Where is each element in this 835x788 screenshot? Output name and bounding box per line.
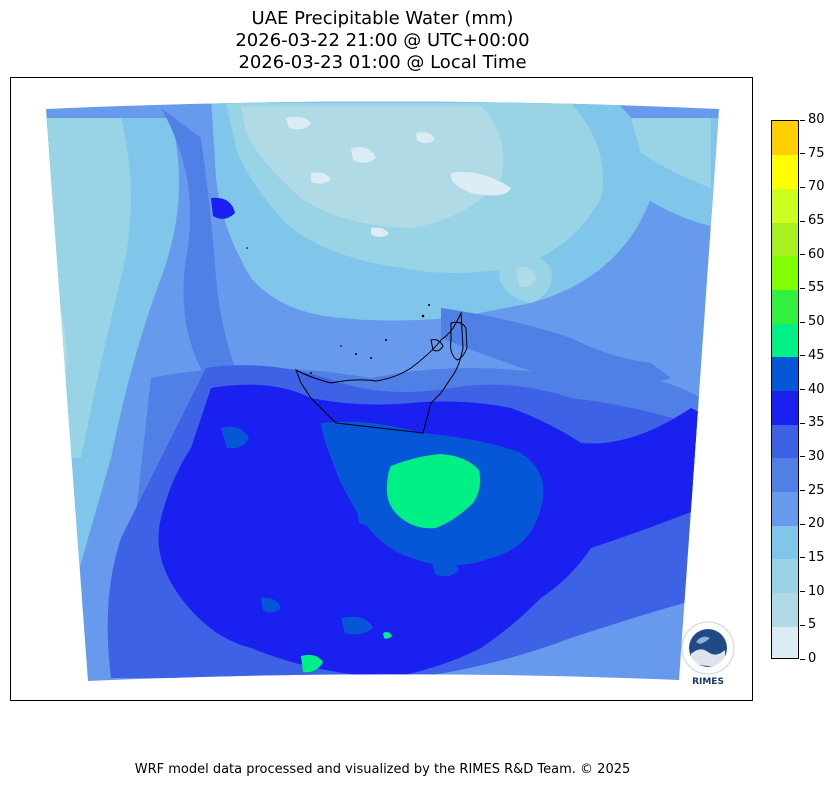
colorbar-tick	[800, 389, 805, 390]
colorbar-band	[772, 356, 798, 391]
colorbar-tick-label: 15	[808, 549, 825, 565]
uae-boundary	[295, 311, 468, 434]
colorbar-tick	[800, 321, 805, 323]
colorbar-tick	[800, 624, 805, 626]
colorbar-tick	[800, 591, 805, 593]
colorbar-tick-label: 5	[808, 617, 817, 633]
colorbar-band	[772, 525, 798, 560]
colorbar-tick-label: 20	[808, 516, 825, 532]
colorbar-band	[772, 121, 798, 156]
colorbar-tick	[800, 153, 805, 155]
colorbar-tick-label: 0	[808, 651, 817, 666]
colorbar-tick	[800, 355, 805, 357]
rimes-logo-text: RIMES	[692, 677, 724, 687]
rimes-logo-emblem	[681, 621, 735, 675]
colorbar-tick	[800, 119, 805, 121]
colorbar-band	[772, 154, 798, 189]
utc-timestamp: 2026-03-22 21:00 @ UTC+00:00	[235, 30, 530, 51]
colorbar-tick	[800, 287, 805, 289]
colorbar-tick-label: 10	[808, 583, 825, 599]
colorbar-band	[772, 626, 798, 658]
colorbar-tick-label: 50	[808, 314, 825, 330]
colorbar-tick	[800, 220, 805, 222]
colorbar-tick	[800, 186, 805, 188]
colorbar-tick	[800, 557, 805, 559]
colorbar-band	[772, 222, 798, 257]
colorbar-tick	[800, 658, 805, 660]
colorbar-band	[772, 558, 798, 594]
colorbar-tick-label: 75	[808, 145, 825, 161]
colorbar-tick	[800, 254, 805, 256]
colorbar-tick-label: 40	[808, 381, 825, 397]
colorbar-band	[772, 188, 798, 223]
colorbar-band	[772, 323, 798, 358]
colorbar-tick	[800, 456, 805, 458]
map-frame	[10, 77, 753, 701]
colorbar-tick-label: 65	[808, 213, 825, 229]
colorbar-band	[772, 457, 798, 493]
colorbar-tick-label: 70	[808, 179, 825, 195]
colorbar-tick	[800, 523, 805, 525]
colorbar-band	[772, 289, 798, 324]
islands	[246, 247, 430, 374]
colorbar-band	[772, 255, 798, 290]
colorbar-tick-label: 55	[808, 280, 825, 296]
colorbar-tick-label: 60	[808, 246, 825, 262]
colorbar-band	[772, 491, 798, 526]
colorbar-tick-label: 25	[808, 482, 825, 498]
rimes-logo: RIMES	[678, 620, 738, 690]
local-timestamp: 2026-03-23 01:00 @ Local Time	[238, 52, 527, 73]
colorbar-tick	[800, 490, 805, 492]
colorbar-tick-label: 30	[808, 448, 825, 464]
colorbar-band	[772, 424, 798, 459]
colorbar-tick	[800, 422, 805, 424]
colorbar-band	[772, 390, 798, 425]
precipitable-water-field	[46, 101, 719, 681]
colorbar-tick-label: 35	[808, 415, 825, 431]
footer-credit: WRF model data processed and visualized …	[134, 762, 631, 777]
colorbar	[771, 120, 799, 659]
colorbar-band	[772, 592, 798, 627]
map-plot	[46, 101, 719, 681]
colorbar-tick-label: 80	[808, 112, 825, 127]
map-title: UAE Precipitable Water (mm)	[251, 8, 514, 29]
colorbar-tick-label: 45	[808, 347, 825, 363]
